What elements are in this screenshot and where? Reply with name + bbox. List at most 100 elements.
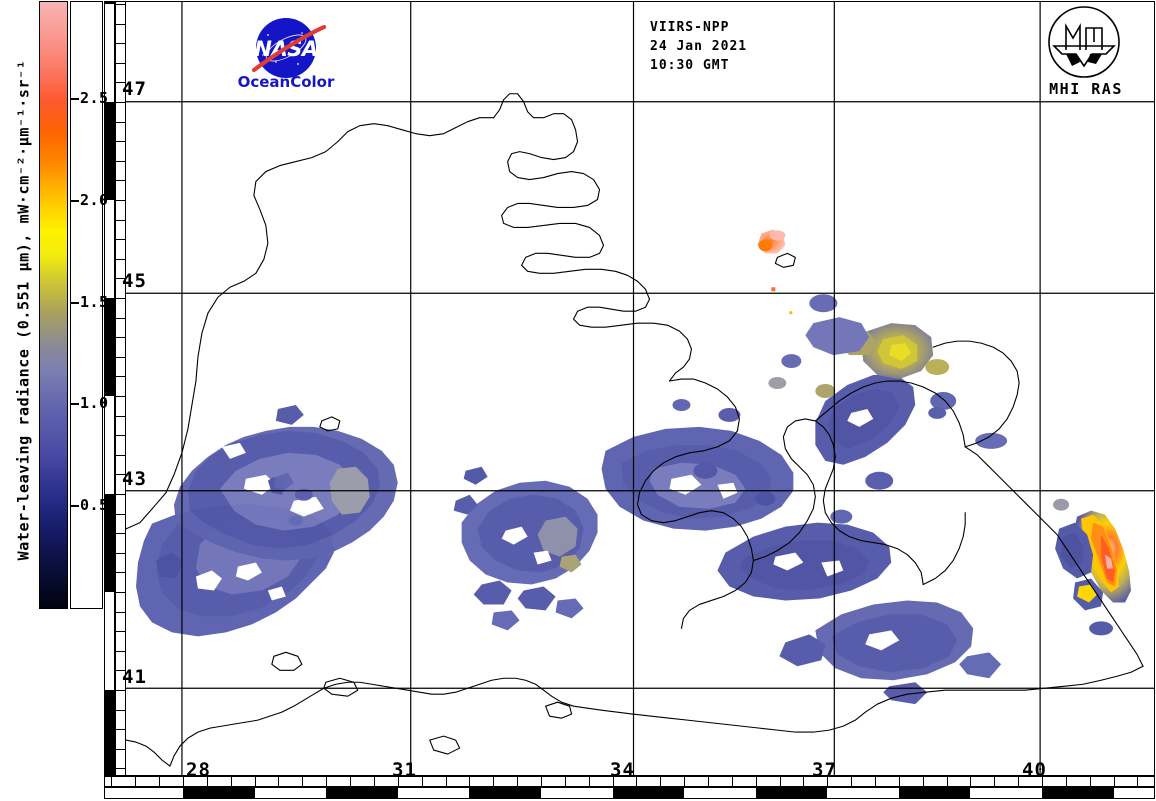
lon-minor-tick (540, 777, 542, 786)
oceancolor-caption: OceanColor (237, 73, 335, 91)
lat-minor-tick (116, 337, 125, 339)
lat-minor-tick (116, 200, 125, 201)
lon-minor-tick (851, 777, 853, 786)
lon-minor-tick (230, 777, 232, 786)
colorbar-axis-label-text: Water-leaving radiance (0.551 µm), mW·cm… (14, 59, 32, 561)
graticule-layer (126, 2, 1154, 775)
lon-minor-tick (779, 777, 781, 786)
lat-minor-tick (116, 376, 125, 378)
colorbar-gradient (40, 2, 67, 608)
lon-coarse-block (469, 788, 541, 798)
lat-minor-tick (116, 650, 125, 652)
lat-minor-tick (116, 278, 125, 280)
lat-minor-tick (116, 631, 125, 633)
lon-label-28: 28 (186, 759, 211, 781)
colorbar-ticklabel-2-5: 2.5 (80, 89, 109, 107)
lat-coarse-block (105, 690, 114, 775)
lon-minor-tick (803, 777, 805, 786)
lon-minor-tick (278, 777, 280, 786)
lon-minor-tick (302, 777, 304, 786)
bloom-patch-central-band (717, 522, 892, 601)
nasa-stars (262, 32, 311, 65)
lon-minor-tick (707, 777, 709, 786)
lon-minor-tick (612, 777, 614, 786)
lon-minor-tick (493, 777, 495, 786)
lon-label-37: 37 (812, 759, 837, 781)
lon-minor-tick (564, 777, 566, 786)
lat-minor-tick (116, 317, 125, 319)
lon-minor-tick (946, 777, 948, 786)
map-plot-area (126, 1, 1155, 776)
lat-minor-tick (116, 219, 125, 221)
bloom-patch-scatter-mid (672, 294, 1008, 524)
lat-minor-tick (116, 435, 125, 437)
bloom-patch-east-coastal-high (1053, 498, 1132, 636)
colorbar-ticklabel-1-0: 1.0 (80, 394, 109, 412)
lat-minor-tick (116, 160, 125, 162)
lon-minor-tick (684, 777, 686, 786)
lat-minor-tick (116, 552, 125, 554)
lon-minor-tick (445, 777, 447, 786)
longitude-axis-coarse-ticks (104, 787, 1155, 799)
lat-minor-tick (116, 768, 125, 770)
acquisition-time: 10:30 GMT (650, 58, 730, 73)
lon-minor-tick (898, 777, 900, 786)
lat-minor-tick (116, 729, 125, 731)
lat-minor-tick (116, 23, 125, 25)
lon-minor-tick (421, 777, 423, 786)
lat-coarse-block (105, 2, 114, 4)
lat-minor-tick (116, 494, 125, 495)
lon-minor-tick (1113, 777, 1115, 786)
acquisition-metadata: VIIRS-NPP 24 Jan 2021 10:30 GMT (650, 18, 747, 75)
lon-coarse-block (326, 788, 398, 798)
lon-minor-tick (755, 777, 757, 786)
lon-coarse-block (898, 788, 971, 798)
lon-minor-tick (994, 777, 996, 786)
colorbar-ticklabel-2-0: 2.0 (80, 191, 109, 209)
lat-minor-tick (116, 474, 125, 476)
lon-minor-tick (517, 777, 519, 786)
lon-minor-tick (469, 777, 471, 786)
bloom-patch-azov-orange (757, 229, 793, 315)
lon-label-31: 31 (392, 759, 417, 781)
lat-minor-tick (116, 454, 125, 456)
lat-minor-tick (116, 356, 125, 358)
lat-minor-tick (116, 611, 125, 613)
lon-coarse-block (1042, 788, 1114, 798)
coastline-layer (126, 93, 1144, 767)
colorbar-tick-1-0 (71, 403, 79, 405)
lon-minor-tick (135, 777, 137, 786)
lat-minor-tick (116, 62, 125, 64)
colorbar-tick-0-5 (71, 505, 79, 507)
colorbar (39, 1, 68, 609)
lat-coarse-block (105, 298, 114, 396)
bloom-patch-danube-plume (173, 404, 398, 561)
lon-minor-tick (970, 777, 972, 786)
sensor-name: VIIRS-NPP (650, 20, 730, 35)
lat-label-45: 45 (122, 270, 147, 292)
latitude-axis-coarse-ticks (104, 1, 115, 776)
acquisition-date: 24 Jan 2021 (650, 39, 748, 54)
lon-coarse-block (612, 788, 685, 798)
latitude-axis-minor-ticks (115, 1, 126, 776)
lat-minor-tick (116, 572, 125, 574)
mhi-wave-outline (1052, 45, 1116, 68)
lat-minor-tick (116, 415, 125, 417)
lon-label-34: 34 (610, 759, 635, 781)
colorbar-tick-2-5 (71, 98, 79, 100)
lat-minor-tick (116, 513, 125, 515)
mhi-wave-fill-left (1066, 54, 1080, 66)
lat-minor-tick (116, 709, 125, 711)
lon-minor-tick (922, 777, 924, 786)
lon-minor-tick (350, 777, 351, 786)
colorbar-ticklabel-1-5: 1.5 (80, 293, 109, 311)
mhi-ras-caption: MHI RAS (1049, 80, 1123, 98)
bloom-patch-southeast (779, 600, 1002, 705)
bloom-patch-central-west (453, 466, 598, 631)
mhi-ras-logo (1048, 6, 1120, 78)
lat-minor-tick (116, 121, 125, 123)
lat-minor-tick (116, 592, 125, 593)
lat-minor-tick (116, 180, 125, 182)
lon-minor-tick (111, 777, 113, 786)
